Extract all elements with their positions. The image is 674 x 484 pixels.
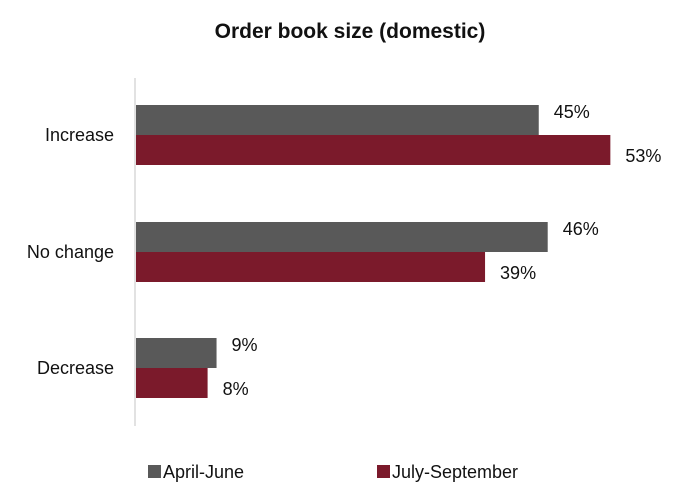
bar-july-september-decrease: [136, 368, 208, 398]
data-label-april-june-increase: 45%: [554, 102, 590, 122]
category-label-increase: Increase: [45, 125, 114, 145]
bar-april-june-no-change: [136, 222, 548, 252]
category-label-no-change: No change: [27, 242, 114, 262]
legend-swatch-april-june: [148, 465, 161, 478]
legend-swatch-july-september: [377, 465, 390, 478]
bar-july-september-no-change: [136, 252, 486, 282]
legend-label-april-june: April-June: [163, 462, 244, 482]
legend-label-july-september: July-September: [392, 462, 518, 482]
data-label-april-june-no-change: 46%: [563, 219, 599, 239]
bar-april-june-increase: [136, 105, 539, 135]
legend: April-June July-September: [148, 462, 518, 482]
bar-july-september-increase: [136, 135, 611, 165]
bars-layer: Increase 45% 53% No change 46% 39% Decrease 9% 8…: [27, 102, 661, 399]
data-label-april-june-decrease: 9%: [232, 335, 258, 355]
data-label-july-september-increase: 53%: [625, 146, 661, 166]
bar-april-june-decrease: [136, 338, 217, 368]
category-label-decrease: Decrease: [37, 358, 114, 378]
data-label-july-september-no-change: 39%: [500, 263, 536, 283]
data-label-july-september-decrease: 8%: [223, 379, 249, 399]
chart-title: Order book size (domestic): [215, 20, 486, 43]
